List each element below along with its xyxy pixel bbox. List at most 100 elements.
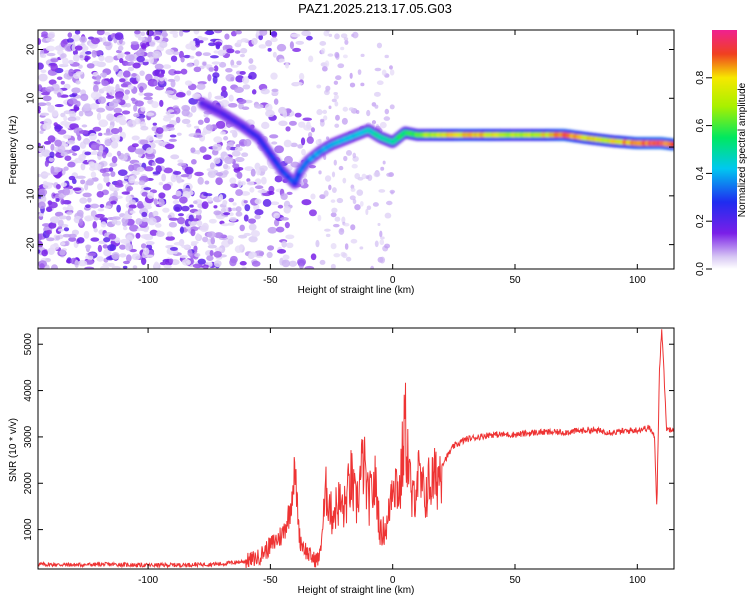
spectrogram-y-tick-label: 20 [26,44,37,56]
spectrogram-noise-blob [152,50,162,59]
spectrogram-noise-blob [212,143,222,152]
spectrogram-noise-blob [45,102,52,106]
spectrogram-noise-blob [330,212,337,218]
spectrogram-noise-blob [97,208,105,212]
spectrogram-noise-blob [46,237,55,242]
spectrogram-noise-blob [161,173,166,182]
spectrogram-noise-blob [330,263,336,269]
spectrogram-noise-blob [109,77,114,84]
spectrogram-noise-blob [143,187,152,191]
spectrogram-noise-blob [301,199,312,206]
spectrogram-noise-blob [229,183,235,187]
snr-frame [37,327,675,570]
spectrogram-noise-blob [124,51,131,55]
snr-series-line [38,329,674,569]
spectrogram-noise-blob [332,223,340,228]
spectrogram-noise-blob [342,106,349,112]
spectrogram-noise-blob [57,226,63,230]
spectrogram-noise-blob [181,205,190,212]
spectrogram-noise-blob [261,176,267,185]
spectrogram-noise-blob [135,232,141,239]
snr-background [38,328,674,569]
spectrogram-noise-blob [248,235,258,243]
spectrogram-noise-blob [82,192,92,198]
spectrogram-noise-blob [60,198,65,205]
spectrogram-noise-blob [258,34,264,41]
spectrogram-noise-blob [199,146,207,153]
spectrogram-noise-blob [165,236,176,241]
spectrogram-noise-blob [378,189,386,193]
spectrogram-noise-blob [229,129,237,134]
spectrogram-noise-blob [351,33,355,37]
spectrogram-noise-blob [190,228,196,237]
spectrogram-noise-blob [337,63,345,69]
spectrogram-noise-blob [129,224,139,232]
spectrogram-noise-blob [50,58,59,63]
spectrogram-noise-blob [239,224,245,232]
spectrogram-noise-blob [350,224,356,231]
spectrogram-noise-blob [116,73,122,78]
spectrogram-noise-blob [88,132,97,141]
spectrogram-x-tick-label: -50 [263,275,278,286]
spectrogram-noise-blob [351,163,358,169]
spectrogram-y-tick-label: -20 [26,237,37,252]
spectrogram-noise-blob [170,154,180,160]
spectrogram-noise-blob [298,72,305,81]
spectrogram-noise-blob [343,155,348,162]
spectrogram-noise-blob [180,68,188,75]
spectrogram-noise-blob [111,219,118,225]
spectrogram-noise-blob [318,138,322,143]
spectrogram-noise-blob [197,258,206,265]
spectrogram-noise-blob [276,249,287,254]
spectrogram-noise-blob [210,55,219,59]
spectrogram-noise-blob [208,218,217,224]
spectrogram-noise-blob [237,98,247,104]
spectrogram-noise-blob [243,200,248,204]
spectrogram-noise-blob [323,30,330,37]
spectrogram-noise-blob [350,238,358,244]
spectrogram-noise-blob [202,61,207,66]
spectrogram-noise-blob [138,86,144,93]
spectrogram-noise-blob [319,41,327,46]
spectrogram-noise-blob [63,115,68,122]
spectrogram-noise-blob [48,157,55,162]
spectrogram-noise-blob [104,139,112,147]
spectrogram-noise-blob [126,186,134,192]
spectrogram-noise-blob [296,258,307,266]
snr-x-tick-label: -50 [263,575,278,586]
spectrogram-noise-blob [323,190,329,197]
spectrogram-noise-blob [356,189,364,196]
spectrogram-noise-blob [114,32,124,41]
spectrogram-noise-blob [165,48,175,56]
spectrogram-noise-blob [131,170,140,176]
spectrogram-noise-blob [292,47,302,53]
spectrogram-noise-blob [179,255,188,259]
spectrogram-noise-blob [226,145,231,151]
spectrogram-noise-blob [236,171,243,179]
snr-y-tick-label: 2000 [23,472,34,495]
spectrogram-noise [38,30,396,269]
spectrogram-noise-blob [149,56,154,64]
spectrogram-noise-blob [195,233,200,241]
spectrogram-noise-blob [81,124,88,128]
spectrogram-noise-blob [106,113,114,121]
spectrogram-noise-blob [149,229,158,236]
spectrogram-noise-blob [78,218,84,226]
spectrogram-noise-blob [226,48,235,54]
spectrogram-noise-blob [288,120,297,126]
spectrogram-noise-blob [107,244,117,252]
spectrogram-noise-blob [122,70,131,78]
spectrogram-noise-blob [190,147,196,153]
spectrogram-noise-blob [343,37,349,41]
spectrogram-noise-blob [194,171,204,177]
spectrogram-noise-blob [196,83,206,90]
spectrogram-noise-blob [334,216,341,222]
spectrogram-noise-blob [126,119,137,128]
spectrogram-noise-blob [340,33,348,39]
spectrogram-noise-blob [48,222,57,229]
spectrogram-noise-blob [350,187,356,192]
spectrogram-noise-blob [155,231,165,238]
spectrogram-noise-blob [164,143,175,150]
spectrogram-noise-blob [230,64,239,68]
